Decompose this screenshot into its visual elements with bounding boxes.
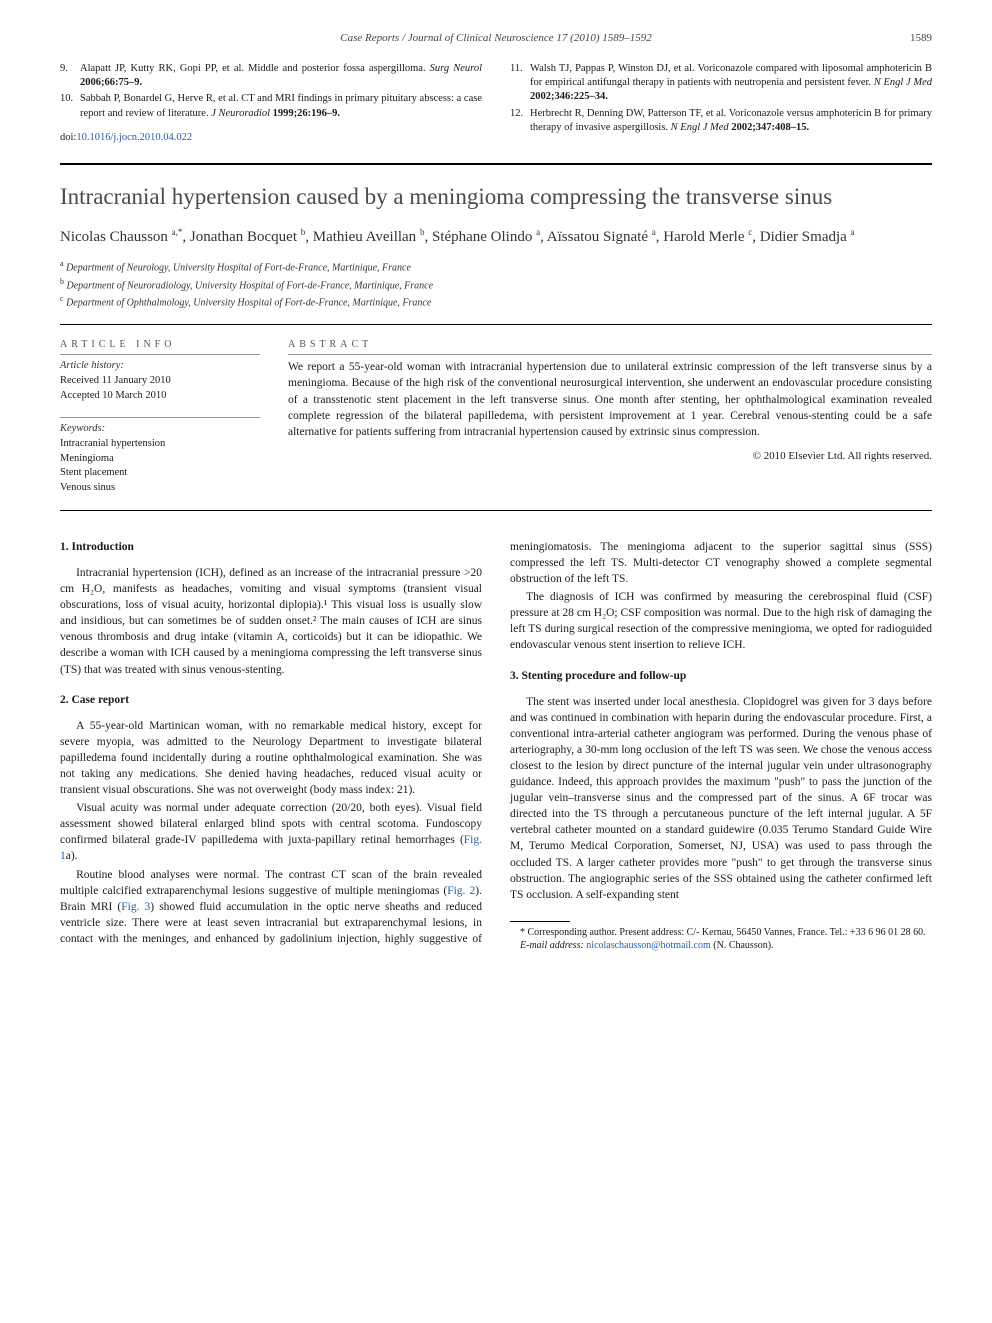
doi-line: doi:10.1016/j.jocn.2010.04.022 (60, 131, 482, 145)
ref-12: 12. Herbrecht R, Denning DW, Patterson T… (510, 107, 932, 135)
rule-light (288, 354, 932, 355)
rule-light (60, 354, 260, 355)
rule-divider (60, 324, 932, 325)
ref-journal: Surg Neurol (430, 63, 482, 74)
keywords-block: Keywords: Intracranial hypertension Meni… (60, 422, 260, 495)
history-label: Article history: (60, 359, 260, 374)
doi-label: doi: (60, 132, 76, 143)
ref-num: 11. (510, 62, 530, 105)
running-head-text: Case Reports / Journal of Clinical Neuro… (340, 32, 652, 44)
ref-11: 11. Walsh TJ, Pappas P, Winston DJ, et a… (510, 62, 932, 105)
ref-col-right: 11. Walsh TJ, Pappas P, Winston DJ, et a… (510, 62, 932, 145)
ref-journal: J Neuroradiol (211, 108, 270, 119)
figure-link-2[interactable]: Fig. 2 (447, 885, 475, 897)
keyword: Stent placement (60, 466, 260, 481)
figure-link-3[interactable]: Fig. 3 (121, 901, 150, 913)
doi-link[interactable]: 10.1016/j.jocn.2010.04.022 (76, 132, 192, 143)
article-info-column: ARTICLE INFO Article history: Received 1… (60, 339, 260, 496)
paragraph: The diagnosis of ICH was confirmed by me… (510, 589, 932, 653)
corresponding-author-footnote: * Corresponding author. Present address:… (510, 921, 932, 953)
rule-light (60, 417, 260, 418)
article-body: 1. Introduction Intracranial hypertensio… (60, 539, 932, 953)
ref-cite: 2006;66:75–9. (80, 77, 142, 88)
affiliation: a Department of Neurology, University Ho… (60, 258, 932, 275)
ref-cite: 2002;347:408–15. (729, 122, 810, 133)
paragraph: A 55-year-old Martinican woman, with no … (60, 718, 482, 798)
ref-text: Alapatt JP, Kutty RK, Gopi PP, et al. Mi… (80, 63, 430, 74)
ref-cite: 2002;346:225–34. (530, 91, 608, 102)
paragraph-text: ) (150, 901, 159, 913)
ref-journal: N Engl J Med (671, 122, 729, 133)
footnote-email: E-mail address: nicolaschausson@hotmail.… (510, 939, 932, 953)
paragraph: Visual acuity was normal under adequate … (60, 800, 482, 864)
affiliation: b Department of Neuroradiology, Universi… (60, 276, 932, 293)
keyword: Intracranial hypertension (60, 437, 260, 452)
article-info-heading: ARTICLE INFO (60, 339, 260, 350)
keyword: Venous sinus (60, 481, 260, 496)
affiliation: c Department of Ophthalmology, Universit… (60, 293, 932, 310)
paragraph-text: a). (66, 850, 78, 862)
running-head: Case Reports / Journal of Clinical Neuro… (60, 32, 932, 44)
rule-divider (60, 510, 932, 511)
email-label: E-mail address: (520, 940, 584, 951)
article-history: Article history: Received 11 January 201… (60, 359, 260, 403)
page-number: 1589 (910, 32, 932, 44)
ref-col-left: 9. Alapatt JP, Kutty RK, Gopi PP, et al.… (60, 62, 482, 145)
ref-9: 9. Alapatt JP, Kutty RK, Gopi PP, et al.… (60, 62, 482, 90)
section-heading-1: 1. Introduction (60, 539, 482, 555)
email-tail: (N. Chausson). (711, 940, 774, 951)
ref-num: 10. (60, 92, 80, 120)
email-link[interactable]: nicolaschausson@hotmail.com (586, 940, 710, 951)
keyword: Meningioma (60, 452, 260, 467)
ref-journal: N Engl J Med (874, 77, 932, 88)
abstract-column: ABSTRACT We report a 55-year-old woman w… (288, 339, 932, 496)
paragraph: Intracranial hypertension (ICH), defined… (60, 565, 482, 678)
article-title: Intracranial hypertension caused by a me… (60, 183, 932, 212)
footnote-rule (510, 921, 570, 922)
paragraph-text: Visual acuity was normal under adequate … (60, 802, 482, 846)
accepted-date: Accepted 10 March 2010 (60, 389, 260, 404)
ref-num: 12. (510, 107, 530, 135)
received-date: Received 11 January 2010 (60, 374, 260, 389)
ref-num: 9. (60, 62, 80, 90)
ref-text: Walsh TJ, Pappas P, Winston DJ, et al. V… (530, 63, 932, 88)
copyright-line: © 2010 Elsevier Ltd. All rights reserved… (288, 450, 932, 462)
continued-references: 9. Alapatt JP, Kutty RK, Gopi PP, et al.… (60, 62, 932, 145)
section-heading-2: 2. Case report (60, 692, 482, 708)
author-list: Nicolas Chausson a,*, Jonathan Bocquet b… (60, 226, 932, 249)
keywords-label: Keywords: (60, 422, 260, 437)
abstract-heading: ABSTRACT (288, 339, 932, 350)
ref-10: 10. Sabbah P, Bonardel G, Herve R, et al… (60, 92, 482, 120)
footnote-corr: * Corresponding author. Present address:… (510, 926, 932, 940)
paragraph-text: Routine blood analyses were normal. The … (60, 869, 482, 897)
rule-divider (60, 163, 932, 165)
abstract-text: We report a 55-year-old woman with intra… (288, 359, 932, 439)
paragraph: The stent was inserted under local anest… (510, 694, 932, 903)
section-heading-3: 3. Stenting procedure and follow-up (510, 668, 932, 684)
ref-cite: 1999;26:196–9. (270, 108, 340, 119)
affiliations: a Department of Neurology, University Ho… (60, 258, 932, 310)
